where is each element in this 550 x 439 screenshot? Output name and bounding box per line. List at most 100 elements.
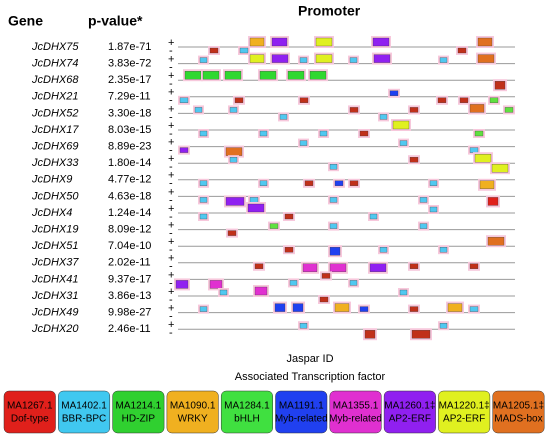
minus-strand: - xyxy=(169,311,173,323)
motif xyxy=(369,213,378,220)
pvalue: 2.46e-11 xyxy=(108,323,151,335)
motif xyxy=(409,263,419,269)
legend-tf: bHLH xyxy=(234,414,260,425)
motif xyxy=(477,37,493,47)
gene-name: JcDHX37 xyxy=(31,257,79,269)
plus-strand: + xyxy=(168,236,174,248)
gene-name: JcDHX51 xyxy=(31,240,78,252)
gene-name: JcDHX19 xyxy=(31,224,78,236)
motif xyxy=(202,71,220,80)
motif xyxy=(247,203,265,213)
minus-strand: - xyxy=(169,178,173,190)
motif xyxy=(259,180,268,186)
plus-strand: + xyxy=(168,87,174,99)
pvalue: 7.04e-10 xyxy=(108,240,151,252)
plus-strand: + xyxy=(168,153,174,165)
motif xyxy=(329,247,341,256)
gene-name: JcDHX17 xyxy=(31,124,79,136)
motif xyxy=(469,104,485,113)
motif xyxy=(259,71,277,80)
motif xyxy=(315,37,333,47)
motif xyxy=(379,114,388,120)
legend-id: MA1214.1 xyxy=(116,401,162,412)
plus-strand: + xyxy=(168,170,174,182)
legend-box xyxy=(112,390,165,434)
pvalue-header: p-value* xyxy=(88,13,143,29)
motif xyxy=(271,37,288,47)
motif xyxy=(199,57,208,63)
minus-strand: - xyxy=(169,228,173,240)
motif xyxy=(249,197,259,203)
motif xyxy=(409,107,419,113)
plus-strand: + xyxy=(168,137,174,149)
gene-name: JcDHX31 xyxy=(31,290,78,302)
gene-name: JcDHX33 xyxy=(31,157,79,169)
motif xyxy=(284,247,294,253)
gene-name: JcDHX75 xyxy=(31,41,79,53)
motif xyxy=(469,263,479,269)
motif xyxy=(179,97,189,103)
motif xyxy=(419,197,428,203)
minus-strand: - xyxy=(169,111,173,123)
gene-name: JcDHX50 xyxy=(31,190,79,202)
pvalue: 2.02e-11 xyxy=(108,257,151,269)
motif xyxy=(219,289,228,296)
pvalue: 4.77e-12 xyxy=(108,174,151,186)
legend-box xyxy=(220,390,273,434)
plus-strand: + xyxy=(168,186,174,198)
legend-id: MA1090.1 xyxy=(170,401,216,412)
motif xyxy=(429,180,438,186)
motif xyxy=(447,303,463,312)
plus-strand: + xyxy=(168,54,174,66)
legend-id: MA1284.1 xyxy=(224,401,270,412)
motif xyxy=(299,57,308,63)
motif xyxy=(487,197,499,206)
motif xyxy=(479,180,495,189)
motif xyxy=(409,306,419,312)
gene-name: JcDHX9 xyxy=(31,174,72,186)
motif xyxy=(315,54,333,63)
minus-strand: - xyxy=(169,194,173,206)
motif xyxy=(491,164,509,173)
legend-tf: Dof-type xyxy=(11,414,49,425)
plus-strand: + xyxy=(168,120,174,132)
jaspar-label: Jaspar ID xyxy=(286,353,333,365)
motif xyxy=(254,263,264,269)
motif xyxy=(194,107,203,113)
motif xyxy=(199,180,208,186)
motif xyxy=(249,37,265,47)
motif xyxy=(259,130,268,137)
legend-tf: Myb-related xyxy=(275,414,328,425)
motif xyxy=(287,71,305,80)
motif xyxy=(334,180,344,186)
motif xyxy=(349,107,359,113)
motif xyxy=(392,120,410,130)
minus-strand: - xyxy=(169,145,173,157)
pvalue: 1.87e-71 xyxy=(108,41,151,53)
minus-strand: - xyxy=(169,294,173,306)
motif xyxy=(199,197,208,203)
motif xyxy=(474,154,492,163)
legend-tf: WRKY xyxy=(178,414,208,425)
pvalue: 7.29e-11 xyxy=(108,91,151,103)
promoter-header: Promoter xyxy=(298,3,361,19)
gene-name: JcDHX21 xyxy=(31,91,78,103)
motif xyxy=(284,213,294,220)
motif xyxy=(439,247,448,253)
motif xyxy=(319,296,329,303)
legend-box xyxy=(438,390,491,434)
motif xyxy=(269,223,279,229)
pvalue: 3.83e-72 xyxy=(108,58,151,70)
motif xyxy=(299,140,308,146)
legend-tf: MADS-box xyxy=(494,414,542,425)
motif xyxy=(179,147,189,153)
legend-box xyxy=(58,390,111,434)
legend-tf: Myb-related xyxy=(329,414,382,425)
motif xyxy=(457,47,467,54)
plus-strand: + xyxy=(168,303,174,315)
legend-id: MA1260.1‡ xyxy=(384,401,435,412)
plus-strand: + xyxy=(168,220,174,232)
legend-box xyxy=(492,390,545,434)
motif xyxy=(469,147,479,153)
